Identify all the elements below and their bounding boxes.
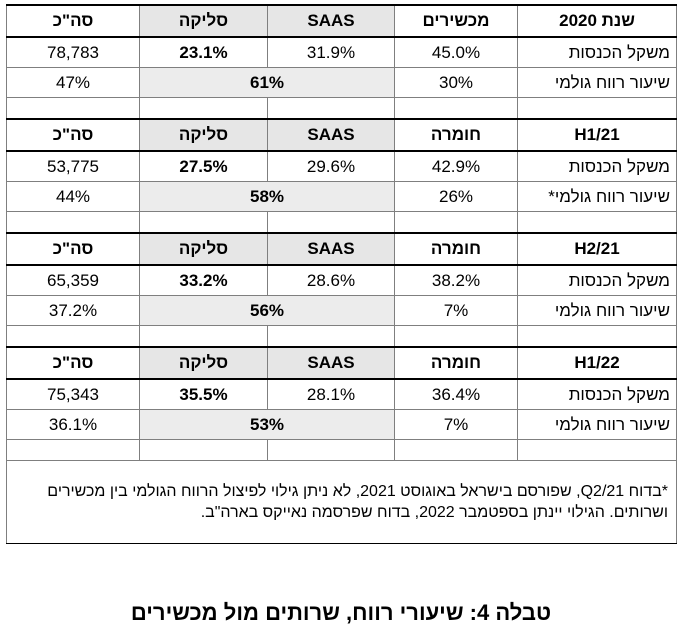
spacer-row (6, 211, 677, 234)
revenue-clearing: 35.5% (139, 378, 268, 410)
revenue-total: 75,343 (6, 378, 140, 410)
section-header-row: H2/21 חומרה SAAS סליקה סה"כ (6, 232, 677, 266)
section-header-row: H1/22 חומרה SAAS סליקה סה"כ (6, 346, 677, 380)
revenue-total: 65,359 (6, 264, 140, 296)
margin-services-merged: 56% (139, 295, 395, 326)
margin-total: 37.2% (6, 295, 140, 326)
period-header: H2/21 (517, 232, 677, 266)
col1-header: חומרה (394, 118, 518, 152)
margin-total: 36.1% (6, 409, 140, 440)
margin-services-merged: 61% (139, 67, 395, 98)
section-header-row: H1/21 חומרה SAAS סליקה סה"כ (6, 118, 677, 152)
period-header: H1/22 (517, 346, 677, 380)
revenue-saas: 29.6% (267, 150, 395, 182)
total-header: סה"כ (6, 232, 140, 266)
clearing-header: סליקה (139, 346, 268, 380)
margin-label: שיעור רווח גולמי (517, 295, 677, 326)
margin-label: שיעור רווח גולמי* (517, 181, 677, 212)
revenue-saas: 28.6% (267, 264, 395, 296)
table-caption: טבלה 4: שיעורי רווח, שרותים מול מכשירים (130, 600, 552, 625)
revenue-col1: 45.0% (394, 36, 518, 68)
revenue-label: משקל הכנסות (517, 378, 677, 410)
spacer-row (6, 97, 677, 120)
clearing-header: סליקה (139, 4, 268, 38)
clearing-header: סליקה (139, 232, 268, 266)
revenue-label: משקל הכנסות (517, 36, 677, 68)
revenue-row: משקל הכנסות 36.4% 28.1% 35.5% 75,343 (6, 378, 677, 410)
margin-col1: 7% (394, 295, 518, 326)
col1-header: חומרה (394, 232, 518, 266)
revenue-total: 53,775 (6, 150, 140, 182)
margin-col1: 26% (394, 181, 518, 212)
revenue-row: משקל הכנסות 45.0% 31.9% 23.1% 78,783 (6, 36, 677, 68)
margin-row: שיעור רווח גולמי 7% 56% 37.2% (6, 295, 677, 326)
saas-header: SAAS (267, 4, 395, 38)
period-header: H1/21 (517, 118, 677, 152)
revenue-saas: 31.9% (267, 36, 395, 68)
margin-col1: 30% (394, 67, 518, 98)
revenue-clearing: 33.2% (139, 264, 268, 296)
section-header-row: שנת 2020 מכשירים SAAS סליקה סה"כ (6, 4, 677, 38)
col1-header: חומרה (394, 346, 518, 380)
margin-row: שיעור רווח גולמי 30% 61% 47% (6, 67, 677, 98)
revenue-label: משקל הכנסות (517, 264, 677, 296)
revenue-col1: 38.2% (394, 264, 518, 296)
total-header: סה"כ (6, 118, 140, 152)
saas-header: SAAS (267, 232, 395, 266)
revenue-col1: 42.9% (394, 150, 518, 182)
revenue-saas: 28.1% (267, 378, 395, 410)
margin-total: 47% (6, 67, 140, 98)
margins-table: שנת 2020 מכשירים SAAS סליקה סה"כ משקל הכ… (6, 4, 677, 544)
saas-header: SAAS (267, 118, 395, 152)
margin-row: שיעור רווח גולמי 7% 53% 36.1% (6, 409, 677, 440)
revenue-clearing: 27.5% (139, 150, 268, 182)
revenue-label: משקל הכנסות (517, 150, 677, 182)
col1-header: מכשירים (394, 4, 518, 38)
margin-label: שיעור רווח גולמי (517, 409, 677, 440)
spacer-row (6, 439, 677, 461)
revenue-total: 78,783 (6, 36, 140, 68)
total-header: סה"כ (6, 346, 140, 380)
margin-row: שיעור רווח גולמי* 26% 58% 44% (6, 181, 677, 212)
margin-label: שיעור רווח גולמי (517, 67, 677, 98)
footnote: *בדוח Q2/21, שפורסם בישראל באוגוסט 2021,… (6, 460, 677, 544)
margin-services-merged: 58% (139, 181, 395, 212)
margin-col1: 7% (394, 409, 518, 440)
revenue-row: משקל הכנסות 42.9% 29.6% 27.5% 53,775 (6, 150, 677, 182)
spacer-row (6, 325, 677, 348)
period-header: שנת 2020 (517, 4, 677, 38)
margin-total: 44% (6, 181, 140, 212)
total-header: סה"כ (6, 4, 140, 38)
revenue-clearing: 23.1% (139, 36, 268, 68)
saas-header: SAAS (267, 346, 395, 380)
margin-services-merged: 53% (139, 409, 395, 440)
revenue-row: משקל הכנסות 38.2% 28.6% 33.2% 65,359 (6, 264, 677, 296)
footnote-row: *בדוח Q2/21, שפורסם בישראל באוגוסט 2021,… (6, 460, 677, 544)
revenue-col1: 36.4% (394, 378, 518, 410)
clearing-header: סליקה (139, 118, 268, 152)
